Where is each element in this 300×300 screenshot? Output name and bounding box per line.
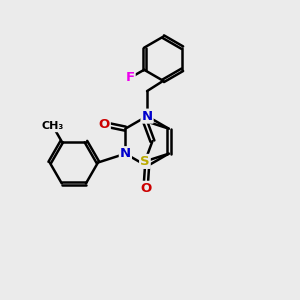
Text: CH₃: CH₃ [42, 121, 64, 131]
Text: N: N [142, 110, 153, 123]
Text: F: F [125, 71, 135, 84]
Text: S: S [140, 155, 150, 168]
Text: N: N [120, 147, 131, 160]
Text: O: O [99, 118, 110, 131]
Text: O: O [140, 182, 151, 195]
